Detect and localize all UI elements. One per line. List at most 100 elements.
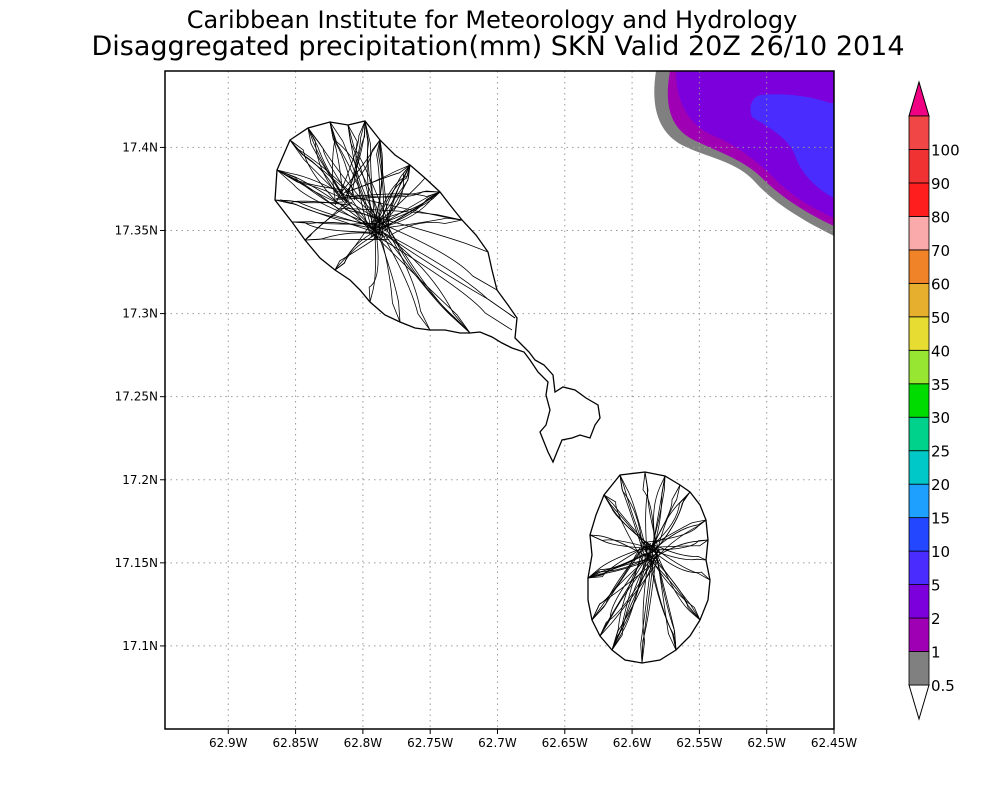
colorbar-label: 35 (931, 376, 950, 394)
drainage-line (603, 494, 646, 546)
drainage-line (307, 127, 383, 223)
drainage-line (276, 169, 382, 237)
drainage-line (379, 230, 516, 319)
y-tick-label: 17.25N (115, 390, 158, 404)
drainage-line (345, 164, 411, 194)
drainage-line (654, 548, 677, 651)
colorbar-swatch (908, 115, 930, 150)
precip-contour-5 (750, 94, 834, 198)
drainage-line (611, 556, 644, 651)
drainage-line (375, 227, 401, 323)
colorbar-swatch (908, 584, 930, 619)
drainage-line (372, 226, 516, 319)
colorbar-label: 25 (931, 443, 950, 461)
drainage-line (644, 471, 661, 554)
drainage-line (346, 194, 463, 221)
drainage-line (329, 121, 372, 231)
drainage-line (347, 124, 371, 235)
drainage-line (291, 221, 375, 230)
drainage-line (611, 551, 650, 651)
drainage-line (651, 475, 666, 557)
drainage-line (383, 232, 471, 334)
drainage-line (276, 169, 340, 210)
nevis-island (587, 471, 711, 664)
colorbar-label: 10 (931, 543, 950, 561)
y-tick-label: 17.35N (115, 224, 158, 238)
colorbar-label: 0.5 (931, 677, 955, 695)
x-tick-label: 62.85W (272, 736, 318, 750)
drainage-line (611, 545, 645, 651)
colorbar-label: 15 (931, 510, 950, 528)
colorbar-label: 30 (931, 409, 950, 427)
colorbar-swatch (908, 517, 930, 552)
drainage-line (329, 121, 356, 201)
x-tick-label: 62.7W (478, 736, 517, 750)
drainage-line (345, 120, 366, 204)
drainage-line (289, 139, 379, 234)
drainage-line (603, 494, 644, 562)
precipitation-shading (654, 71, 834, 236)
drainage-line (276, 169, 344, 191)
drainage-line (276, 169, 382, 229)
drainage-line (351, 120, 366, 196)
colorbar-arrow-top (908, 80, 930, 117)
drainage-line (611, 548, 653, 651)
drainage-line (307, 127, 347, 203)
drainage-line (619, 474, 649, 556)
drainage-line (376, 139, 381, 235)
colorbar-swatch (908, 149, 930, 184)
drainage-line (641, 553, 650, 664)
drainage-line (641, 519, 707, 544)
drainage-line (378, 229, 401, 323)
drainage-line (652, 539, 709, 560)
x-tick-label: 62.9W (209, 736, 248, 750)
drainage-line (641, 560, 657, 664)
colorbar-label: 60 (931, 275, 950, 293)
drainage-line (611, 555, 654, 651)
colorbar-label: 100 (931, 141, 960, 159)
drainage-line (274, 199, 351, 206)
drainage-line (334, 221, 373, 271)
colorbar-swatch (908, 617, 930, 652)
y-tick-label: 17.2N (122, 473, 158, 487)
drainage-line (587, 557, 658, 579)
colorbar-swatch (908, 651, 930, 686)
drainage-line (591, 557, 649, 621)
colorbar-label: 50 (931, 309, 950, 327)
drainage-line (655, 484, 681, 559)
colorbar-label: 1 (931, 644, 941, 662)
drainage-line (647, 553, 701, 621)
colorbar-swatch (908, 182, 930, 217)
map-frame (164, 70, 835, 730)
y-axis: 17.4N 17.35N 17.3N 17.25N 17.2N 17.15N 17.1N (115, 140, 165, 653)
colorbar-arrow-bottom (908, 684, 930, 721)
colorbar-swatch (908, 450, 930, 485)
drainage-line (587, 544, 653, 579)
drainage-line (371, 139, 383, 237)
drainage-line (304, 201, 353, 241)
drainage-line (599, 549, 660, 637)
drainage-line (307, 127, 345, 203)
drainage-line (307, 127, 378, 240)
drainage-line (589, 534, 649, 549)
map-subtitle: Disaggregated precipitation(mm) SKN Vali… (91, 31, 904, 62)
x-tick-label: 62.45W (811, 736, 857, 750)
y-tick-label: 17.15N (115, 556, 158, 570)
drainage-line (345, 209, 489, 253)
x-tick-label: 62.55W (676, 736, 722, 750)
drainage-line (384, 233, 471, 334)
drainage-line (642, 471, 655, 549)
colorbar-label: 5 (931, 577, 941, 595)
drainage-line (370, 191, 441, 238)
drainage-line (304, 238, 390, 241)
drainage-line (274, 199, 344, 204)
colorbar-label: 70 (931, 242, 950, 260)
drainage-line (347, 124, 375, 224)
drainage-line (289, 139, 337, 203)
drainage-line (650, 519, 707, 553)
drainage-line (354, 191, 441, 198)
drainage-line (276, 169, 352, 199)
map-title: Caribbean Institute for Meteorology and … (187, 6, 798, 34)
